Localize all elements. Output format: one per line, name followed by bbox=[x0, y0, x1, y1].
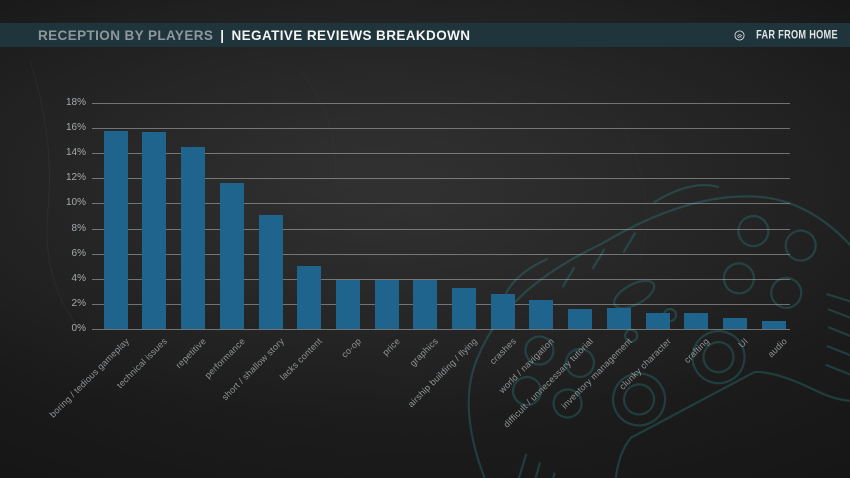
header-bar: RECEPTION BY PLAYERS | NEGATIVE REVIEWS … bbox=[0, 23, 850, 47]
bar bbox=[103, 130, 128, 329]
y-axis-tick-label: 0% bbox=[71, 323, 86, 334]
logo-text: FAR FROM HOME bbox=[756, 28, 838, 42]
gridline bbox=[92, 153, 790, 155]
bar bbox=[606, 307, 631, 329]
bar bbox=[490, 293, 515, 329]
gridline bbox=[92, 278, 790, 280]
bar bbox=[761, 321, 786, 329]
page-title: NEGATIVE REVIEWS BREAKDOWN bbox=[231, 27, 471, 43]
y-axis-tick-label: 12% bbox=[65, 172, 86, 184]
bar-chart: 0% 2% 4% 6% 8% 10% 12% 14% 16% 18% boring / tediou… bbox=[47, 98, 790, 430]
bar bbox=[142, 131, 167, 329]
bar bbox=[722, 317, 747, 329]
studio-logo: FAR FROM HOME bbox=[734, 28, 838, 42]
y-axis-tick-label: 6% bbox=[71, 247, 86, 259]
gridline bbox=[92, 253, 790, 255]
bar bbox=[645, 312, 670, 329]
gridline bbox=[92, 128, 790, 130]
bar bbox=[568, 308, 593, 329]
bar bbox=[374, 280, 399, 329]
y-axis-tick-label: 4% bbox=[71, 272, 86, 284]
bar bbox=[297, 266, 322, 329]
bar bbox=[452, 287, 476, 329]
y-axis-tick-label: 10% bbox=[65, 197, 86, 209]
gridline bbox=[92, 303, 790, 305]
y-axis-tick-label: 2% bbox=[71, 297, 86, 309]
bar bbox=[219, 183, 244, 329]
gridline bbox=[92, 228, 790, 230]
gridline bbox=[92, 103, 790, 104]
gridline bbox=[92, 178, 790, 180]
y-axis-tick-label: 18% bbox=[65, 97, 86, 108]
bar bbox=[529, 300, 554, 329]
header-section-label: RECEPTION BY PLAYERS bbox=[38, 27, 214, 43]
y-axis-tick-label: 14% bbox=[65, 147, 86, 159]
x-axis-category-label: boring / tedious gameplay bbox=[47, 336, 131, 420]
header-divider: | bbox=[220, 27, 225, 43]
bar bbox=[413, 280, 438, 329]
bar bbox=[258, 214, 283, 329]
bar bbox=[684, 312, 709, 329]
gridline bbox=[92, 329, 790, 330]
bar bbox=[335, 280, 360, 329]
y-axis-tick-label: 16% bbox=[65, 122, 86, 134]
bar bbox=[181, 146, 206, 329]
y-axis-tick-label: 8% bbox=[71, 222, 86, 234]
gridline bbox=[92, 203, 790, 205]
logo-icon bbox=[734, 29, 745, 41]
